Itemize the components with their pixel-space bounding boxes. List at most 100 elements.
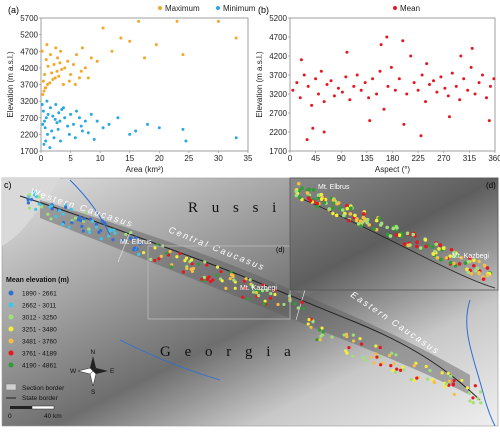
data-point <box>367 96 371 100</box>
data-point <box>74 109 78 113</box>
data-point <box>488 84 492 88</box>
data-point <box>302 73 306 77</box>
panel-a-points <box>40 19 238 150</box>
data-point <box>458 98 462 102</box>
panel-c-map: R u s s i a G e o r g i a Western Caucas… <box>1 177 499 427</box>
data-point <box>348 98 352 102</box>
panel-a-legend: Maximum Minimum <box>158 4 256 13</box>
data-point <box>56 56 60 60</box>
state-border-legend-label: State border <box>22 395 59 402</box>
data-point <box>157 126 161 130</box>
data-point <box>110 49 114 53</box>
panel-a-label: (a) <box>8 5 19 15</box>
data-point <box>46 83 50 86</box>
data-point <box>58 119 62 123</box>
data-point <box>69 73 73 77</box>
data-point <box>54 46 58 50</box>
data-point <box>128 39 132 43</box>
data-point <box>63 116 67 120</box>
legend-class-label: 3761 - 4189 <box>22 351 57 358</box>
data-point <box>316 92 320 96</box>
y-tick-label: 5200 <box>20 31 38 40</box>
data-point <box>378 69 382 73</box>
data-point <box>371 77 375 81</box>
data-point <box>389 65 393 69</box>
legend-label: Minimum <box>223 4 256 13</box>
legend-marker <box>158 6 162 10</box>
data-point <box>86 131 90 135</box>
legend-class-label: 4190 - 4861 <box>22 363 57 370</box>
data-point <box>56 127 60 131</box>
data-point <box>83 119 87 123</box>
data-point <box>52 136 56 140</box>
data-point <box>462 77 466 81</box>
legend-class-label: 3012 - 3250 <box>22 315 57 322</box>
data-point <box>134 129 138 133</box>
data-point <box>145 122 149 126</box>
x-tick-label: 135 <box>360 154 374 163</box>
data-point <box>332 94 336 98</box>
data-point <box>41 109 45 113</box>
data-point <box>401 39 405 43</box>
data-point <box>329 79 333 83</box>
data-point <box>322 100 326 104</box>
data-point <box>59 139 63 143</box>
river <box>119 339 221 381</box>
panel-b-plot-area <box>289 17 496 152</box>
data-point <box>181 127 185 131</box>
data-point <box>305 138 309 142</box>
data-point <box>54 102 58 106</box>
data-point <box>419 134 423 138</box>
data-point <box>60 68 64 72</box>
inset-peak-label-elbrus: Mt. Elbrus <box>318 184 350 191</box>
river <box>466 299 496 426</box>
data-point <box>51 78 55 82</box>
peak-label-elbrus: Mt. Elbrus <box>120 239 152 246</box>
data-point <box>53 117 57 121</box>
panel-c-label: c) <box>4 180 12 190</box>
data-point <box>234 36 238 40</box>
x-tick-label: 360 <box>488 154 500 163</box>
x-tick-label: 315 <box>463 154 477 163</box>
panel-b-legend: Mean <box>393 4 420 13</box>
data-point <box>143 56 146 60</box>
y-tick-label: 4200 <box>269 52 287 61</box>
data-point <box>77 76 81 80</box>
panel-b-y-axis-label: Elevation (m a.s.l.) <box>255 51 264 118</box>
scale-end: 40 km <box>44 413 62 420</box>
x-tick-label: 225 <box>411 154 425 163</box>
y-tick-label: 1700 <box>20 147 38 156</box>
y-tick-label: 5200 <box>269 14 287 23</box>
x-tick-label: 10 <box>96 154 105 163</box>
data-point <box>477 81 481 85</box>
data-point <box>375 92 379 96</box>
data-point <box>48 53 52 57</box>
compass-rose-icon: N S E W <box>70 349 115 396</box>
data-point <box>55 121 59 125</box>
data-point <box>53 76 57 80</box>
data-point <box>487 119 491 123</box>
panel-b-points <box>291 35 496 142</box>
data-point <box>66 124 70 128</box>
data-point <box>48 146 52 150</box>
data-point <box>72 63 76 67</box>
y-tick-label: 2200 <box>269 128 287 137</box>
y-tick-label: 3700 <box>269 71 287 80</box>
data-point <box>42 142 46 146</box>
y-tick-label: 1700 <box>269 147 287 156</box>
data-point <box>67 132 71 136</box>
legend-class-label: 3251 - 3480 <box>22 327 57 334</box>
data-point <box>340 90 344 94</box>
x-tick-label: 5 <box>68 154 73 163</box>
y-tick-label: 2200 <box>20 130 38 139</box>
data-point <box>57 111 61 115</box>
legend-class-label: 2662 - 3011 <box>22 303 57 310</box>
section-border-line <box>117 231 131 263</box>
data-point <box>45 99 49 103</box>
data-point <box>92 137 96 141</box>
legend-marker <box>393 6 397 10</box>
data-point <box>446 94 450 98</box>
data-point <box>44 58 48 62</box>
y-tick-label: 5700 <box>20 14 38 23</box>
